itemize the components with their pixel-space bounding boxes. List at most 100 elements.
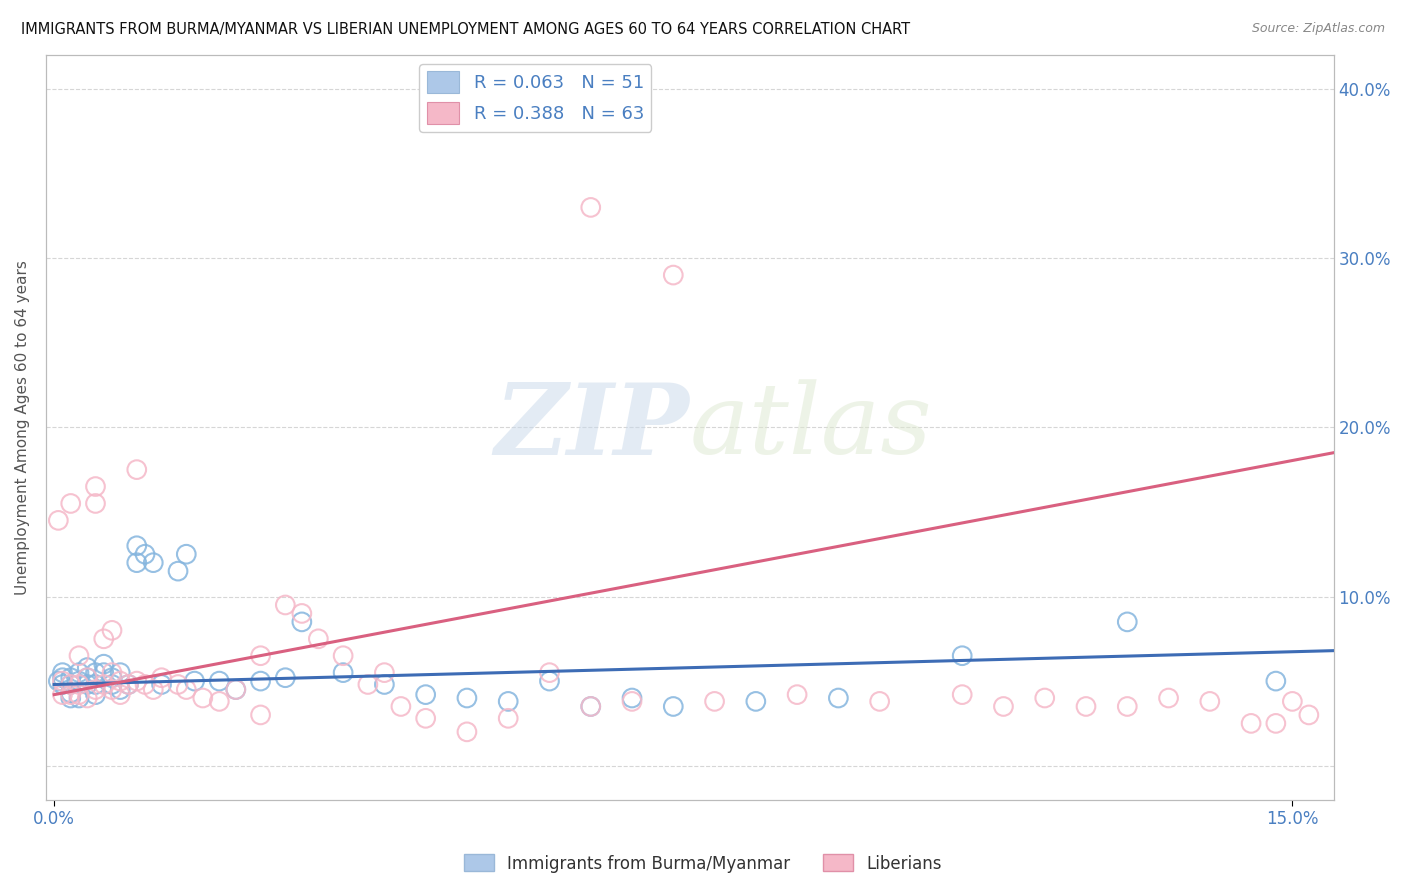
Point <box>274 671 297 685</box>
Point <box>291 615 314 629</box>
Point <box>101 624 124 638</box>
Point <box>51 671 73 685</box>
Point <box>76 677 98 691</box>
Point <box>93 665 115 680</box>
Point <box>51 674 73 689</box>
Point <box>110 682 132 697</box>
Point <box>67 665 90 680</box>
Point <box>1116 615 1139 629</box>
Point <box>167 677 190 691</box>
Point <box>101 682 124 697</box>
Point <box>125 674 148 689</box>
Point <box>93 657 115 672</box>
Point <box>84 688 107 702</box>
Point <box>208 674 231 689</box>
Point <box>150 677 173 691</box>
Point <box>51 665 73 680</box>
Point <box>174 547 197 561</box>
Point <box>142 682 165 697</box>
Point <box>51 688 73 702</box>
Text: atlas: atlas <box>690 380 932 475</box>
Point <box>76 671 98 685</box>
Point <box>101 677 124 691</box>
Point <box>274 598 297 612</box>
Point <box>84 496 107 510</box>
Point <box>84 665 107 680</box>
Point <box>415 688 437 702</box>
Point <box>183 674 205 689</box>
Point <box>621 694 644 708</box>
Point <box>51 677 73 691</box>
Text: Source: ZipAtlas.com: Source: ZipAtlas.com <box>1251 22 1385 36</box>
Point <box>117 677 139 691</box>
Point <box>84 677 107 691</box>
Point <box>59 496 82 510</box>
Point <box>76 660 98 674</box>
Point <box>745 694 768 708</box>
Point <box>59 677 82 691</box>
Point <box>110 665 132 680</box>
Point <box>59 688 82 702</box>
Point <box>48 513 70 527</box>
Point <box>621 691 644 706</box>
Point <box>249 707 271 722</box>
Point <box>1074 699 1097 714</box>
Point <box>1264 674 1286 689</box>
Point <box>662 268 685 282</box>
Point <box>174 682 197 697</box>
Point <box>84 479 107 493</box>
Point <box>1157 691 1180 706</box>
Point <box>415 711 437 725</box>
Point <box>827 691 849 706</box>
Text: ZIP: ZIP <box>495 379 690 475</box>
Point <box>225 682 247 697</box>
Point <box>84 682 107 697</box>
Point <box>332 648 354 663</box>
Point <box>950 648 973 663</box>
Point <box>59 677 82 691</box>
Text: IMMIGRANTS FROM BURMA/MYANMAR VS LIBERIAN UNEMPLOYMENT AMONG AGES 60 TO 64 YEARS: IMMIGRANTS FROM BURMA/MYANMAR VS LIBERIA… <box>21 22 910 37</box>
Point <box>191 691 214 706</box>
Point <box>59 671 82 685</box>
Point <box>125 462 148 476</box>
Point <box>1240 716 1263 731</box>
Point <box>67 688 90 702</box>
Point <box>1116 699 1139 714</box>
Point <box>662 699 685 714</box>
Point <box>117 677 139 691</box>
Point <box>110 674 132 689</box>
Point <box>76 671 98 685</box>
Legend: Immigrants from Burma/Myanmar, Liberians: Immigrants from Burma/Myanmar, Liberians <box>457 847 949 880</box>
Point <box>373 665 395 680</box>
Point <box>291 607 314 621</box>
Point <box>579 699 602 714</box>
Point <box>389 699 412 714</box>
Point <box>579 201 602 215</box>
Point <box>869 694 891 708</box>
Point <box>1198 694 1220 708</box>
Point <box>101 671 124 685</box>
Point <box>456 691 478 706</box>
Point <box>48 674 70 689</box>
Point <box>93 677 115 691</box>
Point <box>142 556 165 570</box>
Point <box>59 686 82 700</box>
Point <box>1298 707 1320 722</box>
Point <box>101 665 124 680</box>
Point <box>249 674 271 689</box>
Point <box>1033 691 1056 706</box>
Point <box>134 547 156 561</box>
Point <box>93 632 115 646</box>
Point <box>456 724 478 739</box>
Point <box>1281 694 1303 708</box>
Point <box>357 677 380 691</box>
Point <box>538 674 561 689</box>
Point <box>1264 716 1286 731</box>
Point <box>67 677 90 691</box>
Point <box>496 711 519 725</box>
Point <box>993 699 1015 714</box>
Point <box>125 539 148 553</box>
Point <box>134 677 156 691</box>
Point <box>67 674 90 689</box>
Point <box>579 699 602 714</box>
